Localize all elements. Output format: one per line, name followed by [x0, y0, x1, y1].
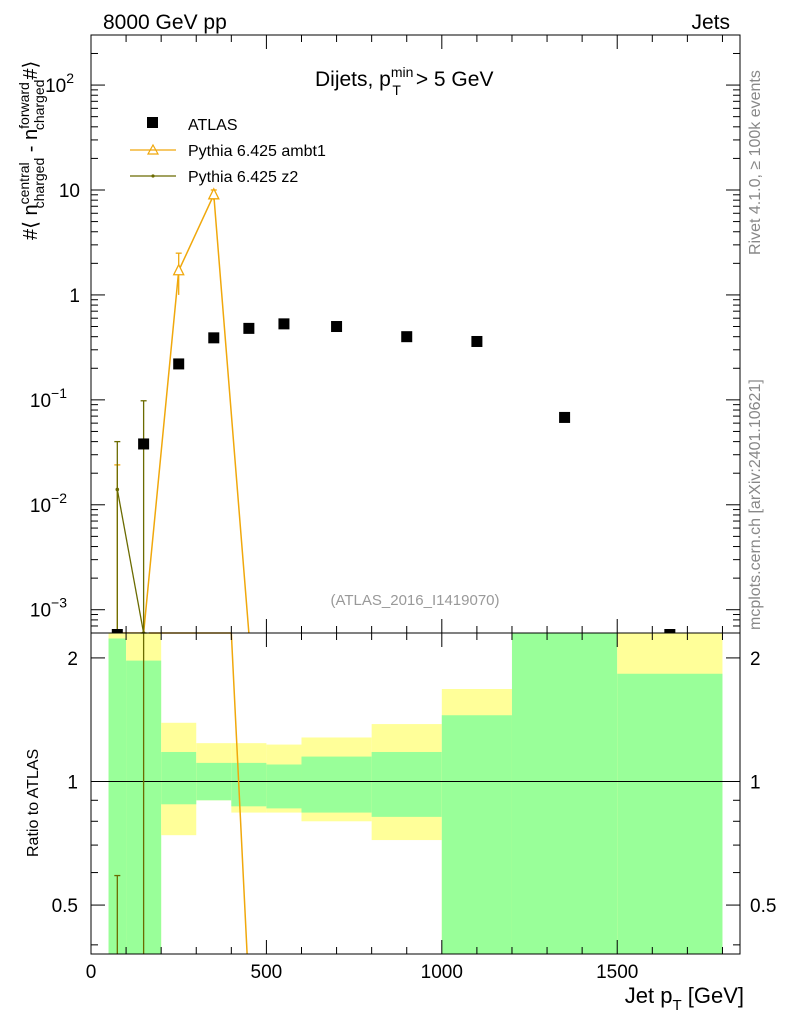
y-tick-label: 10−2 [30, 490, 67, 517]
axis-ticks: 0 500 1000 1500 102 10 1 10−1 10−2 10−3 2 2 1 1 0.5 0.5 [30, 34, 776, 983]
atlas-data-point [664, 629, 676, 634]
beam-label: 8000 GeV pp [103, 11, 227, 34]
analysis-watermark: (ATLAS_2016_I1419070) [330, 592, 499, 609]
y-tick-label: 1 [69, 286, 80, 307]
ratio-inner-band-bin [301, 756, 372, 813]
ratio-inner-band-bin [511, 633, 618, 954]
x-tick-label: 0 [86, 962, 97, 983]
ambt1-line [117, 191, 250, 634]
legend-marker-z2 [151, 174, 155, 178]
ratio-plot-frame [90, 632, 741, 955]
chart-title: Dijets, pmin T > 5 GeV [315, 64, 493, 98]
ratio-y-tick-label-left: 1 [67, 772, 78, 793]
y-tick-label: 10−3 [30, 595, 67, 622]
ambt1-point [207, 187, 220, 200]
mcplots-label: mcplots.cern.ch [arXiv:2401.10621] [747, 379, 764, 630]
legend: ATLAS Pythia 6.425 ambt1 Pythia 6.425 z2 [130, 117, 326, 186]
y-tick-label: 10−1 [30, 385, 67, 412]
ratio-uncertainty-bands [108, 633, 723, 954]
ratio-y-tick-label-right: 0.5 [750, 896, 776, 917]
ratio-inner-band-bin [266, 764, 302, 809]
atlas-data-point [401, 331, 413, 343]
atlas-data-point [559, 411, 571, 423]
ratio-inner-band-bin [161, 751, 197, 805]
z2-point [115, 487, 120, 492]
ratio-y-tick-label-left: 2 [67, 649, 78, 670]
y-tick-label: 10 [59, 181, 80, 202]
process-label: Jets [691, 11, 730, 34]
y-axis-label: #⟨ ncentralcharged - nforwardcharged#⟩ [16, 61, 47, 240]
atlas-data-point [173, 358, 185, 370]
x-tick-label: 1000 [421, 962, 463, 983]
ratio-inner-band-bin [371, 751, 442, 817]
atlas-data-point [111, 629, 123, 634]
ratio-y-tick-label-right: 2 [750, 649, 761, 670]
atlas-data-point [331, 321, 343, 333]
ratio-y-tick-label-right: 1 [750, 772, 761, 793]
atlas-data-point [278, 318, 290, 330]
legend-marker-atlas [147, 117, 158, 128]
rivet-version-label: Rivet 4.1.0, ≥ 100k events [747, 70, 764, 255]
legend-label-ambt1: Pythia 6.425 ambt1 [188, 143, 326, 160]
z2-line [116, 489, 145, 634]
atlas-data-point [471, 335, 483, 347]
ratio-inner-band-bin [231, 762, 267, 807]
legend-label-z2: Pythia 6.425 z2 [188, 169, 298, 186]
ratio-y-tick-label-left: 0.5 [52, 896, 78, 917]
ratio-y-axis-label: Ratio to ATLAS [25, 749, 42, 857]
main-panel [111, 187, 676, 635]
legend-label-atlas: ATLAS [188, 117, 238, 134]
ratio-inner-band-bin [617, 673, 723, 954]
ratio-inner-band-bin [441, 715, 512, 954]
x-tick-label: 1500 [596, 962, 638, 983]
ratio-inner-band-bin [108, 638, 127, 954]
atlas-data-point [208, 332, 220, 344]
x-axis-label: Jet pT [GeV] [625, 983, 744, 1014]
atlas-data-point [243, 322, 255, 334]
x-tick-label: 500 [251, 962, 283, 983]
legend-marker-ambt1 [146, 143, 160, 155]
ambt1-point [172, 263, 185, 276]
atlas-data-point [138, 438, 150, 450]
y-tick-label: 102 [45, 70, 74, 97]
